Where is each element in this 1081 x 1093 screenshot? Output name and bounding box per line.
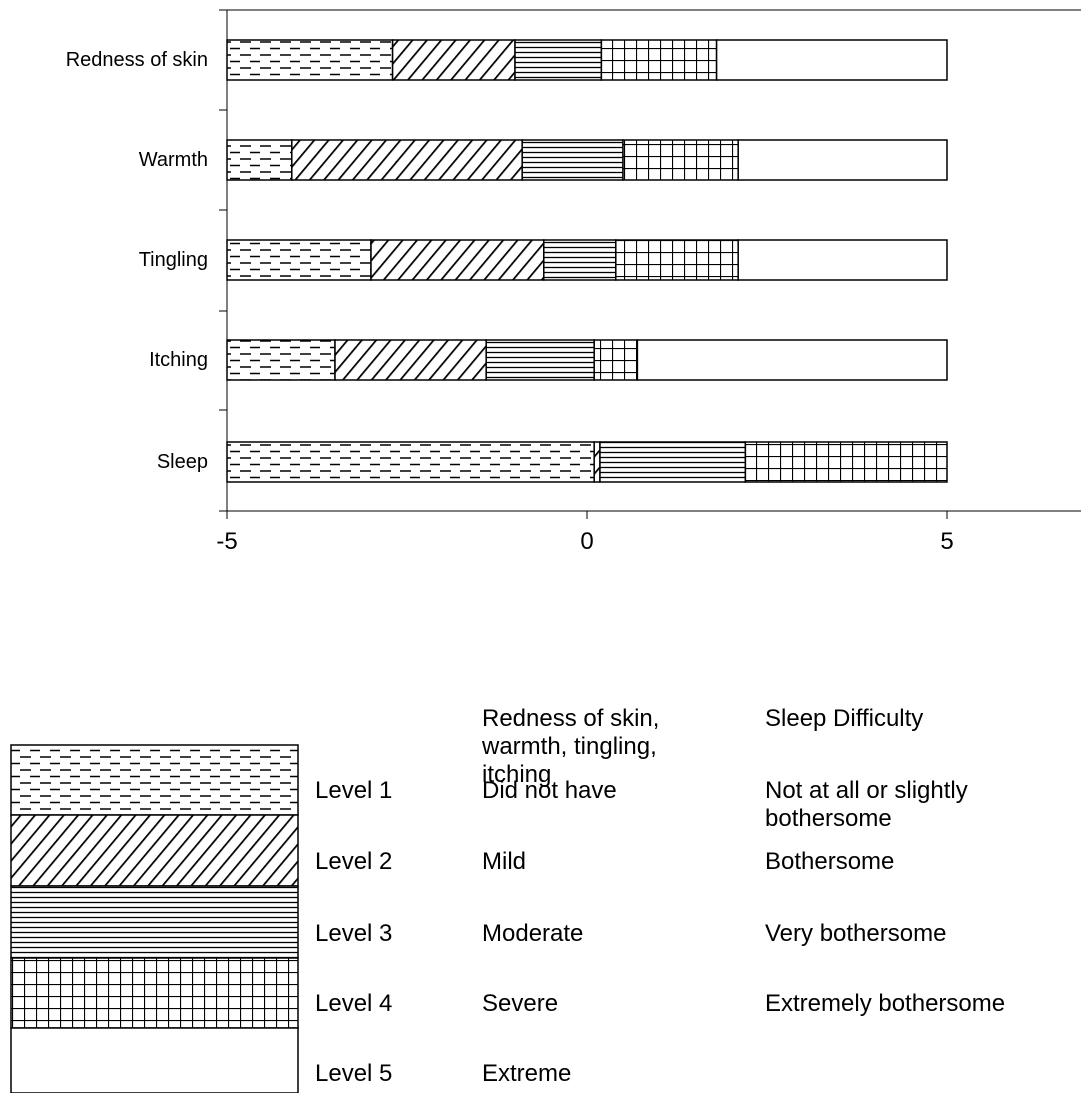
bar-segment-level-3 — [599, 441, 747, 483]
legend-level-2-sleep: Bothersome — [765, 848, 895, 875]
legend-swatch-level-5 — [10, 1027, 299, 1093]
legend-swatch-level-4 — [10, 957, 299, 1029]
legend-level-3-symptom: Moderate — [482, 920, 584, 947]
bar-segment-level-3 — [521, 139, 624, 181]
category-label: Tingling — [138, 249, 208, 271]
bar-segment-level-2 — [370, 239, 545, 281]
x-tick-label: 0 — [580, 528, 594, 555]
legend-sleep-header: Sleep Difficulty — [765, 705, 924, 732]
legend-level-3: Level 3 — [315, 920, 393, 947]
bar-segment-level-4 — [600, 39, 718, 81]
x-tick-label: 5 — [940, 528, 954, 555]
bar-segment-level-4 — [593, 339, 639, 381]
bar-segment-level-3 — [543, 239, 617, 281]
legend-level-4-sleep: Extremely bothersome — [765, 990, 1006, 1017]
legend-level-2: Level 2 — [315, 848, 393, 875]
bar-segment-level-2 — [291, 139, 523, 181]
legend-level-4: Level 4 — [315, 990, 393, 1017]
bar-segment-level-1 — [226, 441, 595, 483]
legend-swatch-level-3 — [10, 885, 299, 959]
legend-level-2-symptom: Mild — [482, 848, 527, 875]
legend-level-3-sleep: Very bothersome — [765, 920, 947, 947]
bar-segment-level-5 — [715, 39, 948, 81]
bar-segment-level-4 — [615, 239, 739, 281]
legend-symptoms-header: Redness of skin, warmth, tingling, itchi… — [482, 705, 660, 788]
bar-segment-level-5 — [636, 339, 948, 381]
legend-level-1: Level 1 — [315, 777, 393, 804]
category-label: Sleep — [156, 451, 208, 473]
legend-swatch-level-1 — [10, 744, 299, 816]
category-label: Warmth — [138, 149, 208, 171]
bar-segment-level-4 — [744, 441, 948, 483]
legend-level-4-symptom: Severe — [482, 990, 559, 1017]
legend-swatches — [10, 744, 299, 1093]
x-tick-label: -5 — [216, 528, 238, 555]
legend-level-1-symptom: Did not have — [482, 777, 617, 804]
bar-segment-level-1 — [226, 139, 293, 181]
bar-segment-level-5 — [737, 139, 948, 181]
bar-segment-level-3 — [514, 39, 603, 81]
bar-segment-level-2 — [334, 339, 487, 381]
category-label: Itching — [149, 349, 208, 371]
bar-segment-level-1 — [226, 239, 372, 281]
plot-area — [219, 9, 1081, 519]
bar-segment-level-1 — [226, 39, 394, 81]
bar-segment-level-4 — [622, 139, 739, 181]
legend-level-5: Level 5 — [315, 1060, 393, 1087]
bar-segment-level-1 — [226, 339, 336, 381]
legend-level-1-sleep: Not at all or slightly bothersome — [765, 777, 968, 832]
bar-segment-level-5 — [737, 239, 948, 281]
bar-segment-level-2 — [593, 441, 601, 483]
category-label: Redness of skin — [65, 49, 208, 71]
legend-level-5-symptom: Extreme — [482, 1060, 572, 1087]
bar-segment-level-2 — [391, 39, 516, 81]
legend-swatch-level-2 — [10, 814, 299, 887]
bar-segment-level-3 — [485, 339, 595, 381]
